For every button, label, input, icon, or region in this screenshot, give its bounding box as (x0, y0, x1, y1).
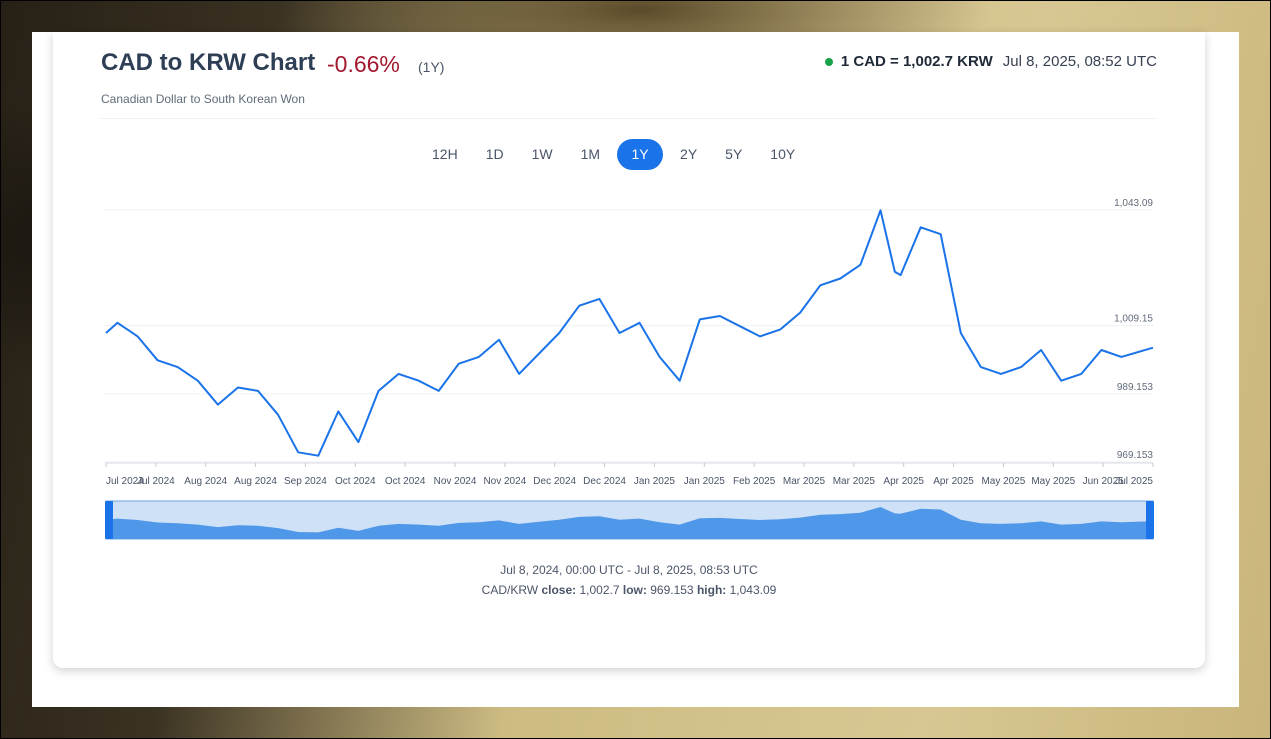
x-tick-label: Apr 2025 (883, 476, 924, 487)
x-tick-label: Aug 2024 (184, 476, 227, 487)
x-tick-label: Nov 2024 (483, 476, 526, 487)
x-tick-label: Jun 2025 (1083, 476, 1125, 487)
x-tick-label: Mar 2025 (783, 476, 826, 487)
low-value: 969.153 (650, 583, 694, 597)
tab-1d[interactable]: 1D (485, 146, 504, 162)
close-value: 1,002.7 (579, 583, 620, 597)
y-tick-label: 989.153 (1117, 382, 1154, 393)
tab-1y[interactable]: 1Y (617, 139, 664, 170)
tab-5y[interactable]: 5Y (725, 146, 743, 162)
rate-timestamp: Jul 8, 2025, 08:52 UTC (1002, 53, 1157, 70)
x-tick-label: Apr 2025 (933, 476, 974, 487)
tab-1m[interactable]: 1M (580, 146, 601, 162)
x-tick-label: Feb 2025 (733, 476, 776, 487)
live-status-icon (824, 57, 833, 66)
x-tick-label: Mar 2025 (833, 476, 876, 487)
x-tick-label: Oct 2024 (385, 476, 426, 487)
tab-10y[interactable]: 10Y (770, 146, 796, 162)
pair-subtitle: Canadian Dollar to South Korean Won (101, 92, 305, 106)
low-label: low: (622, 583, 647, 597)
tab-2y[interactable]: 2Y (680, 146, 698, 162)
navigator-handle-left[interactable] (105, 501, 113, 539)
change-percent: -0.66% (327, 51, 400, 77)
x-tick-label: May 2025 (1031, 476, 1075, 487)
high-label: high: (696, 583, 727, 597)
x-tick-label: Oct 2024 (335, 476, 376, 487)
period-label: (1Y) (418, 59, 445, 75)
x-tick-label: Jan 2025 (684, 476, 726, 487)
date-range: Jul 8, 2024, 00:00 UTC - Jul 8, 2025, 08… (500, 563, 758, 577)
x-tick-label: Jul 2024 (137, 476, 175, 487)
period-tabs: 12H 1D 1W 1M 1Y 2Y 5Y 10Y (421, 139, 812, 170)
close-label: close: (541, 583, 577, 597)
x-tick-label: Nov 2024 (434, 476, 477, 487)
current-rate: 1 CAD = 1,002.7 KRW Jul 8, 2025, 08:52 U… (824, 53, 1157, 70)
tab-12h[interactable]: 12H (432, 146, 458, 162)
x-tick-label: Sep 2024 (284, 476, 327, 487)
y-tick-label: 969.153 (1117, 450, 1154, 461)
high-value: 1,043.09 (729, 583, 777, 597)
x-tick-label: Jul 2025 (1115, 476, 1153, 487)
tab-1w[interactable]: 1W (531, 146, 553, 162)
page-title: CAD to KRW Chart (101, 49, 316, 76)
chart-card: CAD to KRW Chart -0.66% (1Y) Canadian Do… (53, 32, 1205, 668)
x-tick-label: Jul 2024 (106, 476, 144, 487)
y-tick-label: 1,043.09 (1114, 198, 1153, 209)
price-stats: CAD/KRW close: 1,002.7 low: 969.153 high… (53, 583, 1205, 597)
rate-value: 1 CAD = 1,002.7 KRW (840, 53, 993, 70)
header-divider (101, 118, 1157, 119)
x-tick-label: Dec 2024 (533, 476, 576, 487)
y-tick-label: 1,009.15 (1114, 314, 1153, 325)
navigator-handle-right[interactable] (1146, 501, 1154, 539)
x-tick-label: May 2025 (981, 476, 1025, 487)
navigator-area (106, 507, 1153, 539)
x-tick-label: Jan 2025 (634, 476, 676, 487)
x-tick-label: Aug 2024 (234, 476, 277, 487)
x-tick-label: Dec 2024 (583, 476, 626, 487)
rate-series-line (105, 209, 1154, 457)
pair-label: CAD/KRW (481, 583, 539, 597)
